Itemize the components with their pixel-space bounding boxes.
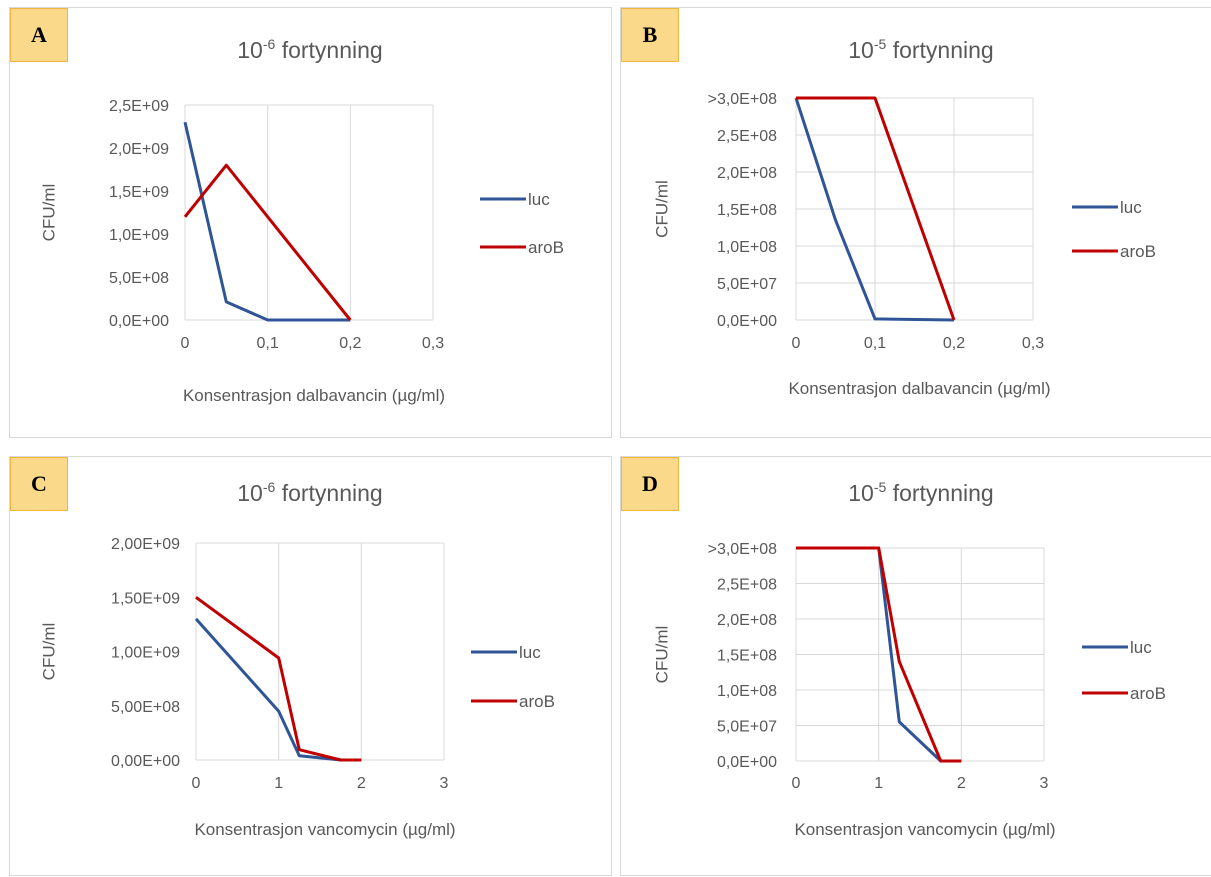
x-tick-label: 0,1 — [257, 335, 279, 352]
chart-title-base: 10 — [237, 37, 263, 63]
y-tick-label: 5,0E+07 — [717, 276, 777, 293]
y-tick-label: 1,0E+08 — [717, 239, 777, 256]
y-tick-label: 5,00E+08 — [111, 699, 180, 716]
panel-letter-d: D — [621, 457, 679, 511]
x-tick-label: 3 — [1040, 775, 1049, 792]
x-tick-label: 2 — [957, 775, 966, 792]
x-tick-label: 1 — [874, 775, 883, 792]
chart-title-exponent: -5 — [874, 479, 887, 495]
y-tick-label: >3,0E+08 — [708, 91, 778, 108]
y-axis-title: CFU/ml — [39, 623, 58, 681]
series-line-luc — [183, 121, 351, 322]
chart-title-base: 10 — [848, 480, 874, 506]
chart-title-base: 10 — [848, 37, 874, 63]
y-tick-label: >3,0E+08 — [708, 541, 778, 558]
y-tick-label: 1,00E+09 — [111, 645, 180, 662]
y-tick-label: 1,0E+08 — [717, 683, 777, 700]
x-axis-title: Konsentrasjon dalbavancin (µg/ml) — [183, 386, 445, 405]
y-tick-label: 2,0E+08 — [717, 165, 777, 182]
legend-label-arob: aroB — [528, 238, 564, 257]
x-tick-label: 1 — [274, 775, 283, 792]
y-tick-label: 2,5E+09 — [109, 98, 169, 115]
chart-d-svg: 10-5 fortynning0,0E+005,0E+071,0E+081,5E… — [652, 479, 1166, 839]
x-tick-label: 3 — [440, 775, 449, 792]
chart-c-svg: 10-6 fortynning0,00E+005,00E+081,00E+091… — [39, 479, 555, 839]
chart-panel-c: 10-6 fortynning 0,00E+00 5,00E+08 1,00E+09 1… — [9, 456, 612, 876]
chart-title: 10-6 fortynning — [237, 36, 382, 63]
x-tick-label: 0,2 — [943, 335, 965, 352]
x-tick-label: 2 — [357, 775, 366, 792]
x-axis-title: Konsentrasjon dalbavancin (µg/ml) — [788, 379, 1050, 398]
legend-label-luc: luc — [1130, 638, 1152, 657]
legend-label-luc: luc — [519, 643, 541, 662]
legend-label-luc: luc — [528, 190, 550, 209]
panel-letter-a: A — [10, 8, 68, 62]
y-tick-label: 1,5E+08 — [717, 202, 777, 219]
y-tick-label: 2,00E+09 — [111, 536, 180, 553]
y-tick-label: 0,0E+00 — [717, 313, 777, 330]
panel-letter-c: C — [10, 457, 68, 511]
legend-label-arob: aroB — [1130, 684, 1166, 703]
chart-title-exponent: -6 — [263, 36, 276, 52]
chart-panel-b: 10-5 fortynning 0,0E+00 5,0E+07 1,0E+08 1,5E… — [620, 7, 1211, 438]
chart-b-svg: 10-5 fortynning 0,0E+00 5,0E+07 1,0E+08 1,5E… — [652, 36, 1156, 398]
y-tick-label: 2,5E+08 — [717, 577, 777, 594]
chart-a-svg: 10-6 fortynning 0,0E+00 5,0E+08 1,0E+09 1,5E… — [39, 36, 564, 405]
x-tick-label: 0 — [181, 335, 190, 352]
y-tick-label: 0,0E+00 — [717, 754, 777, 771]
chart-panel-a: 10-6 fortynning 0,0E+00 5,0E+08 1,0E+09 1,5E… — [9, 7, 612, 438]
series-line-arob — [183, 163, 352, 321]
chart-title-exponent: -6 — [263, 479, 276, 495]
series-line-arob — [195, 596, 362, 762]
series-line-arob — [796, 96, 956, 321]
chart-title-exponent: -5 — [874, 36, 887, 52]
y-tick-label: 0,0E+00 — [109, 313, 169, 330]
y-tick-label: 5,0E+08 — [109, 270, 169, 287]
chart-title: 10-6 fortynning — [237, 479, 382, 506]
x-tick-label: 0 — [192, 775, 201, 792]
chart-title-base: 10 — [237, 480, 263, 506]
chart-panel-d: 10-5 fortynning 0,0E+00 5,0E+07 1,0E+08 1,5E… — [620, 456, 1211, 876]
chart-title-rest: fortynning — [886, 37, 993, 63]
y-tick-label: 2,0E+08 — [717, 612, 777, 629]
y-tick-label: 1,0E+09 — [109, 227, 169, 244]
y-tick-label: 2,0E+09 — [109, 141, 169, 158]
x-tick-label: 0 — [792, 775, 801, 792]
chart-title-rest: fortynning — [886, 480, 993, 506]
legend-label-luc: luc — [1120, 198, 1142, 217]
y-tick-label: 1,5E+09 — [109, 184, 169, 201]
series-line-luc — [794, 97, 955, 322]
y-axis-title: CFU/ml — [39, 184, 58, 242]
y-axis-title: CFU/ml — [652, 626, 671, 684]
y-tick-label: 5,0E+07 — [717, 719, 777, 736]
chart-title: 10-5 fortynning — [848, 36, 993, 63]
y-tick-label: 2,5E+08 — [717, 128, 777, 145]
legend-label-arob: aroB — [1120, 242, 1156, 261]
chart-title-rest: fortynning — [275, 480, 382, 506]
y-tick-label: 0,00E+00 — [111, 753, 180, 770]
series-line-arob — [796, 546, 962, 763]
y-tick-label: 1,5E+08 — [717, 648, 777, 665]
y-axis-title: CFU/ml — [652, 180, 671, 238]
x-tick-label: 0,1 — [864, 335, 886, 352]
chart-title-rest: fortynning — [275, 37, 382, 63]
x-tick-label: 0,3 — [1022, 335, 1044, 352]
x-tick-label: 0,3 — [422, 335, 444, 352]
x-tick-label: 0 — [792, 335, 801, 352]
y-tick-label: 1,50E+09 — [111, 590, 180, 607]
chart-title: 10-5 fortynning — [848, 479, 993, 506]
x-axis-title: Konsentrasjon vancomycin (µg/ml) — [194, 820, 455, 839]
x-tick-label: 0,2 — [339, 335, 361, 352]
legend-label-arob: aroB — [519, 692, 555, 711]
x-axis-title: Konsentrasjon vancomycin (µg/ml) — [794, 820, 1055, 839]
panel-letter-b: B — [621, 8, 679, 62]
